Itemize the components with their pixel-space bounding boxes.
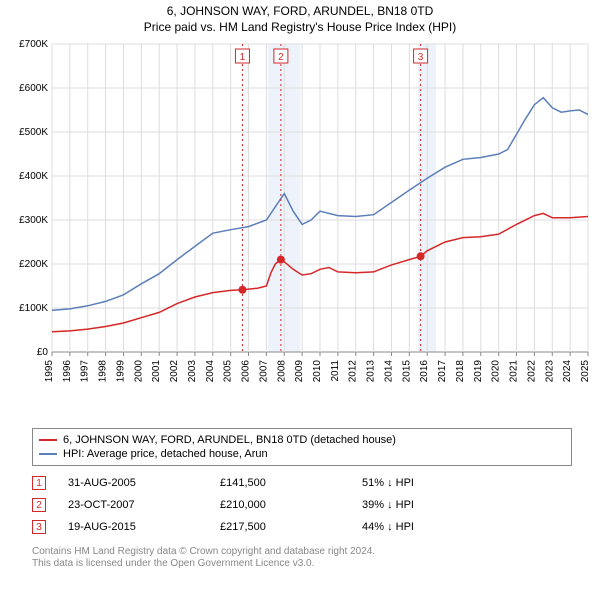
svg-text:2009: 2009 <box>294 360 305 383</box>
svg-text:2020: 2020 <box>491 360 502 383</box>
legend-label-red: 6, JOHNSON WAY, FORD, ARUNDEL, BN18 0TD … <box>63 433 396 447</box>
svg-text:2007: 2007 <box>258 360 269 383</box>
sales-table: 1 31-AUG-2005 £141,500 51% ↓ HPI 2 23-OCT-200… <box>32 472 572 538</box>
svg-text:2: 2 <box>278 52 284 63</box>
legend-swatch-blue <box>39 453 57 455</box>
svg-text:1: 1 <box>240 52 246 63</box>
svg-text:2010: 2010 <box>312 360 323 383</box>
svg-text:2001: 2001 <box>151 360 162 383</box>
legend-row-blue: HPI: Average price, detached house, Arun <box>39 447 565 461</box>
sale-price: £210,000 <box>220 499 340 511</box>
titles: 6, JOHNSON WAY, FORD, ARUNDEL, BN18 0TD … <box>0 0 600 34</box>
sale-date: 31-AUG-2005 <box>68 477 198 489</box>
legend-row-red: 6, JOHNSON WAY, FORD, ARUNDEL, BN18 0TD … <box>39 433 565 447</box>
sales-row: 3 19-AUG-2015 £217,500 44% ↓ HPI <box>32 516 572 538</box>
svg-text:2014: 2014 <box>383 360 394 383</box>
svg-text:2005: 2005 <box>223 360 234 383</box>
footer-line-2: This data is licensed under the Open Gov… <box>32 558 588 570</box>
sale-price: £141,500 <box>220 477 340 489</box>
svg-text:£600K: £600K <box>19 83 48 94</box>
sale-date: 19-AUG-2015 <box>68 521 198 533</box>
svg-text:£500K: £500K <box>19 127 48 138</box>
legend: 6, JOHNSON WAY, FORD, ARUNDEL, BN18 0TD … <box>32 428 572 466</box>
svg-text:1997: 1997 <box>80 360 91 383</box>
svg-text:2003: 2003 <box>187 360 198 383</box>
title-line-2: Price paid vs. HM Land Registry's House … <box>0 20 600 34</box>
chart-svg: £0 £100K £200K £300K £400K £500K £600K £700K 199… <box>8 40 592 420</box>
sale-comparison: 51% ↓ HPI <box>362 477 482 489</box>
title-line-1: 6, JOHNSON WAY, FORD, ARUNDEL, BN18 0TD <box>0 4 600 18</box>
footer-line-1: Contains HM Land Registry data © Crown c… <box>32 546 588 558</box>
svg-text:2025: 2025 <box>580 360 591 383</box>
footer: Contains HM Land Registry data © Crown c… <box>32 546 588 570</box>
sale-comparison: 44% ↓ HPI <box>362 521 482 533</box>
svg-text:2000: 2000 <box>133 360 144 383</box>
svg-text:£100K: £100K <box>19 303 48 314</box>
svg-text:2015: 2015 <box>401 360 412 383</box>
svg-text:2013: 2013 <box>366 360 377 383</box>
svg-text:£300K: £300K <box>19 215 48 226</box>
svg-text:2022: 2022 <box>526 360 537 383</box>
sale-marker-box: 3 <box>32 520 46 534</box>
sale-marker-box: 1 <box>32 476 46 490</box>
svg-text:2023: 2023 <box>544 360 555 383</box>
chart-container: £0 £100K £200K £300K £400K £500K £600K £700K 199… <box>8 40 592 420</box>
sale-marker-box: 2 <box>32 498 46 512</box>
svg-text:2006: 2006 <box>241 360 252 383</box>
svg-text:2019: 2019 <box>473 360 484 383</box>
sales-row: 1 31-AUG-2005 £141,500 51% ↓ HPI <box>32 472 572 494</box>
sale-date: 23-OCT-2007 <box>68 499 198 511</box>
svg-text:3: 3 <box>418 52 424 63</box>
svg-text:2018: 2018 <box>455 360 466 383</box>
root: 6, JOHNSON WAY, FORD, ARUNDEL, BN18 0TD … <box>0 0 600 590</box>
svg-text:£400K: £400K <box>19 171 48 182</box>
sale-comparison: 39% ↓ HPI <box>362 499 482 511</box>
svg-text:2017: 2017 <box>437 360 448 383</box>
svg-text:2004: 2004 <box>205 360 216 383</box>
svg-text:2024: 2024 <box>562 360 573 383</box>
svg-text:1998: 1998 <box>98 360 109 383</box>
legend-label-blue: HPI: Average price, detached house, Arun <box>63 447 268 461</box>
svg-text:2012: 2012 <box>348 360 359 383</box>
svg-text:2002: 2002 <box>169 360 180 383</box>
sales-row: 2 23-OCT-2007 £210,000 39% ↓ HPI <box>32 494 572 516</box>
svg-text:1995: 1995 <box>44 360 55 383</box>
sale-price: £217,500 <box>220 521 340 533</box>
svg-text:£700K: £700K <box>19 40 48 50</box>
svg-text:2011: 2011 <box>330 360 341 382</box>
svg-text:£0: £0 <box>37 347 49 358</box>
svg-text:£200K: £200K <box>19 259 48 270</box>
svg-text:2016: 2016 <box>419 360 430 383</box>
svg-text:1999: 1999 <box>115 360 126 383</box>
svg-text:2021: 2021 <box>509 360 520 383</box>
legend-swatch-red <box>39 439 57 441</box>
svg-text:2008: 2008 <box>276 360 287 383</box>
svg-text:1996: 1996 <box>62 360 73 383</box>
